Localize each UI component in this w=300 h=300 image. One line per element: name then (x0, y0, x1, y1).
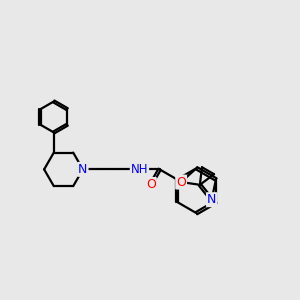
Text: O: O (146, 178, 156, 191)
Text: N: N (207, 193, 216, 206)
Text: NH: NH (131, 163, 148, 176)
Text: N: N (78, 163, 88, 176)
Text: O: O (176, 176, 186, 188)
